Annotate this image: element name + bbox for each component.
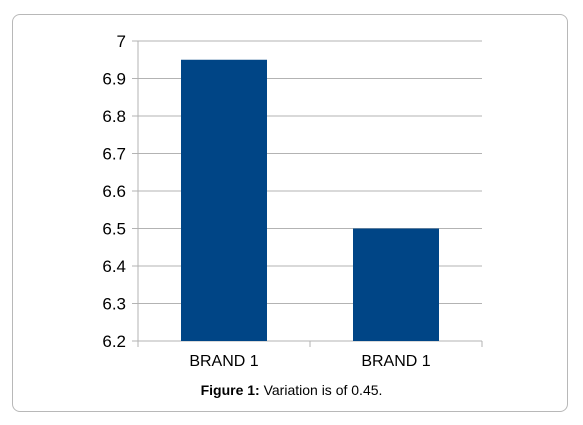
caption-text: Variation is of 0.45. — [263, 382, 383, 398]
y-tick-label: 6.9 — [102, 70, 126, 89]
y-tick-label: 6.3 — [102, 295, 126, 314]
figure-caption: Figure 1: Variation is of 0.45. — [0, 382, 583, 398]
figure-frame — [12, 14, 568, 412]
y-tick-label: 6.2 — [102, 332, 126, 351]
bar — [353, 228, 439, 341]
y-tick-label: 6.5 — [102, 220, 126, 239]
y-tick-label: 7 — [117, 32, 126, 51]
bar — [181, 59, 267, 341]
y-tick-label: 6.7 — [102, 145, 126, 164]
x-category-label: BRAND 1 — [189, 353, 258, 370]
y-tick-label: 6.4 — [102, 257, 126, 276]
y-tick-label: 6.8 — [102, 107, 126, 126]
x-category-label: BRAND 1 — [361, 353, 430, 370]
y-tick-label: 6.6 — [102, 182, 126, 201]
caption-label: Figure 1: — [200, 382, 260, 398]
